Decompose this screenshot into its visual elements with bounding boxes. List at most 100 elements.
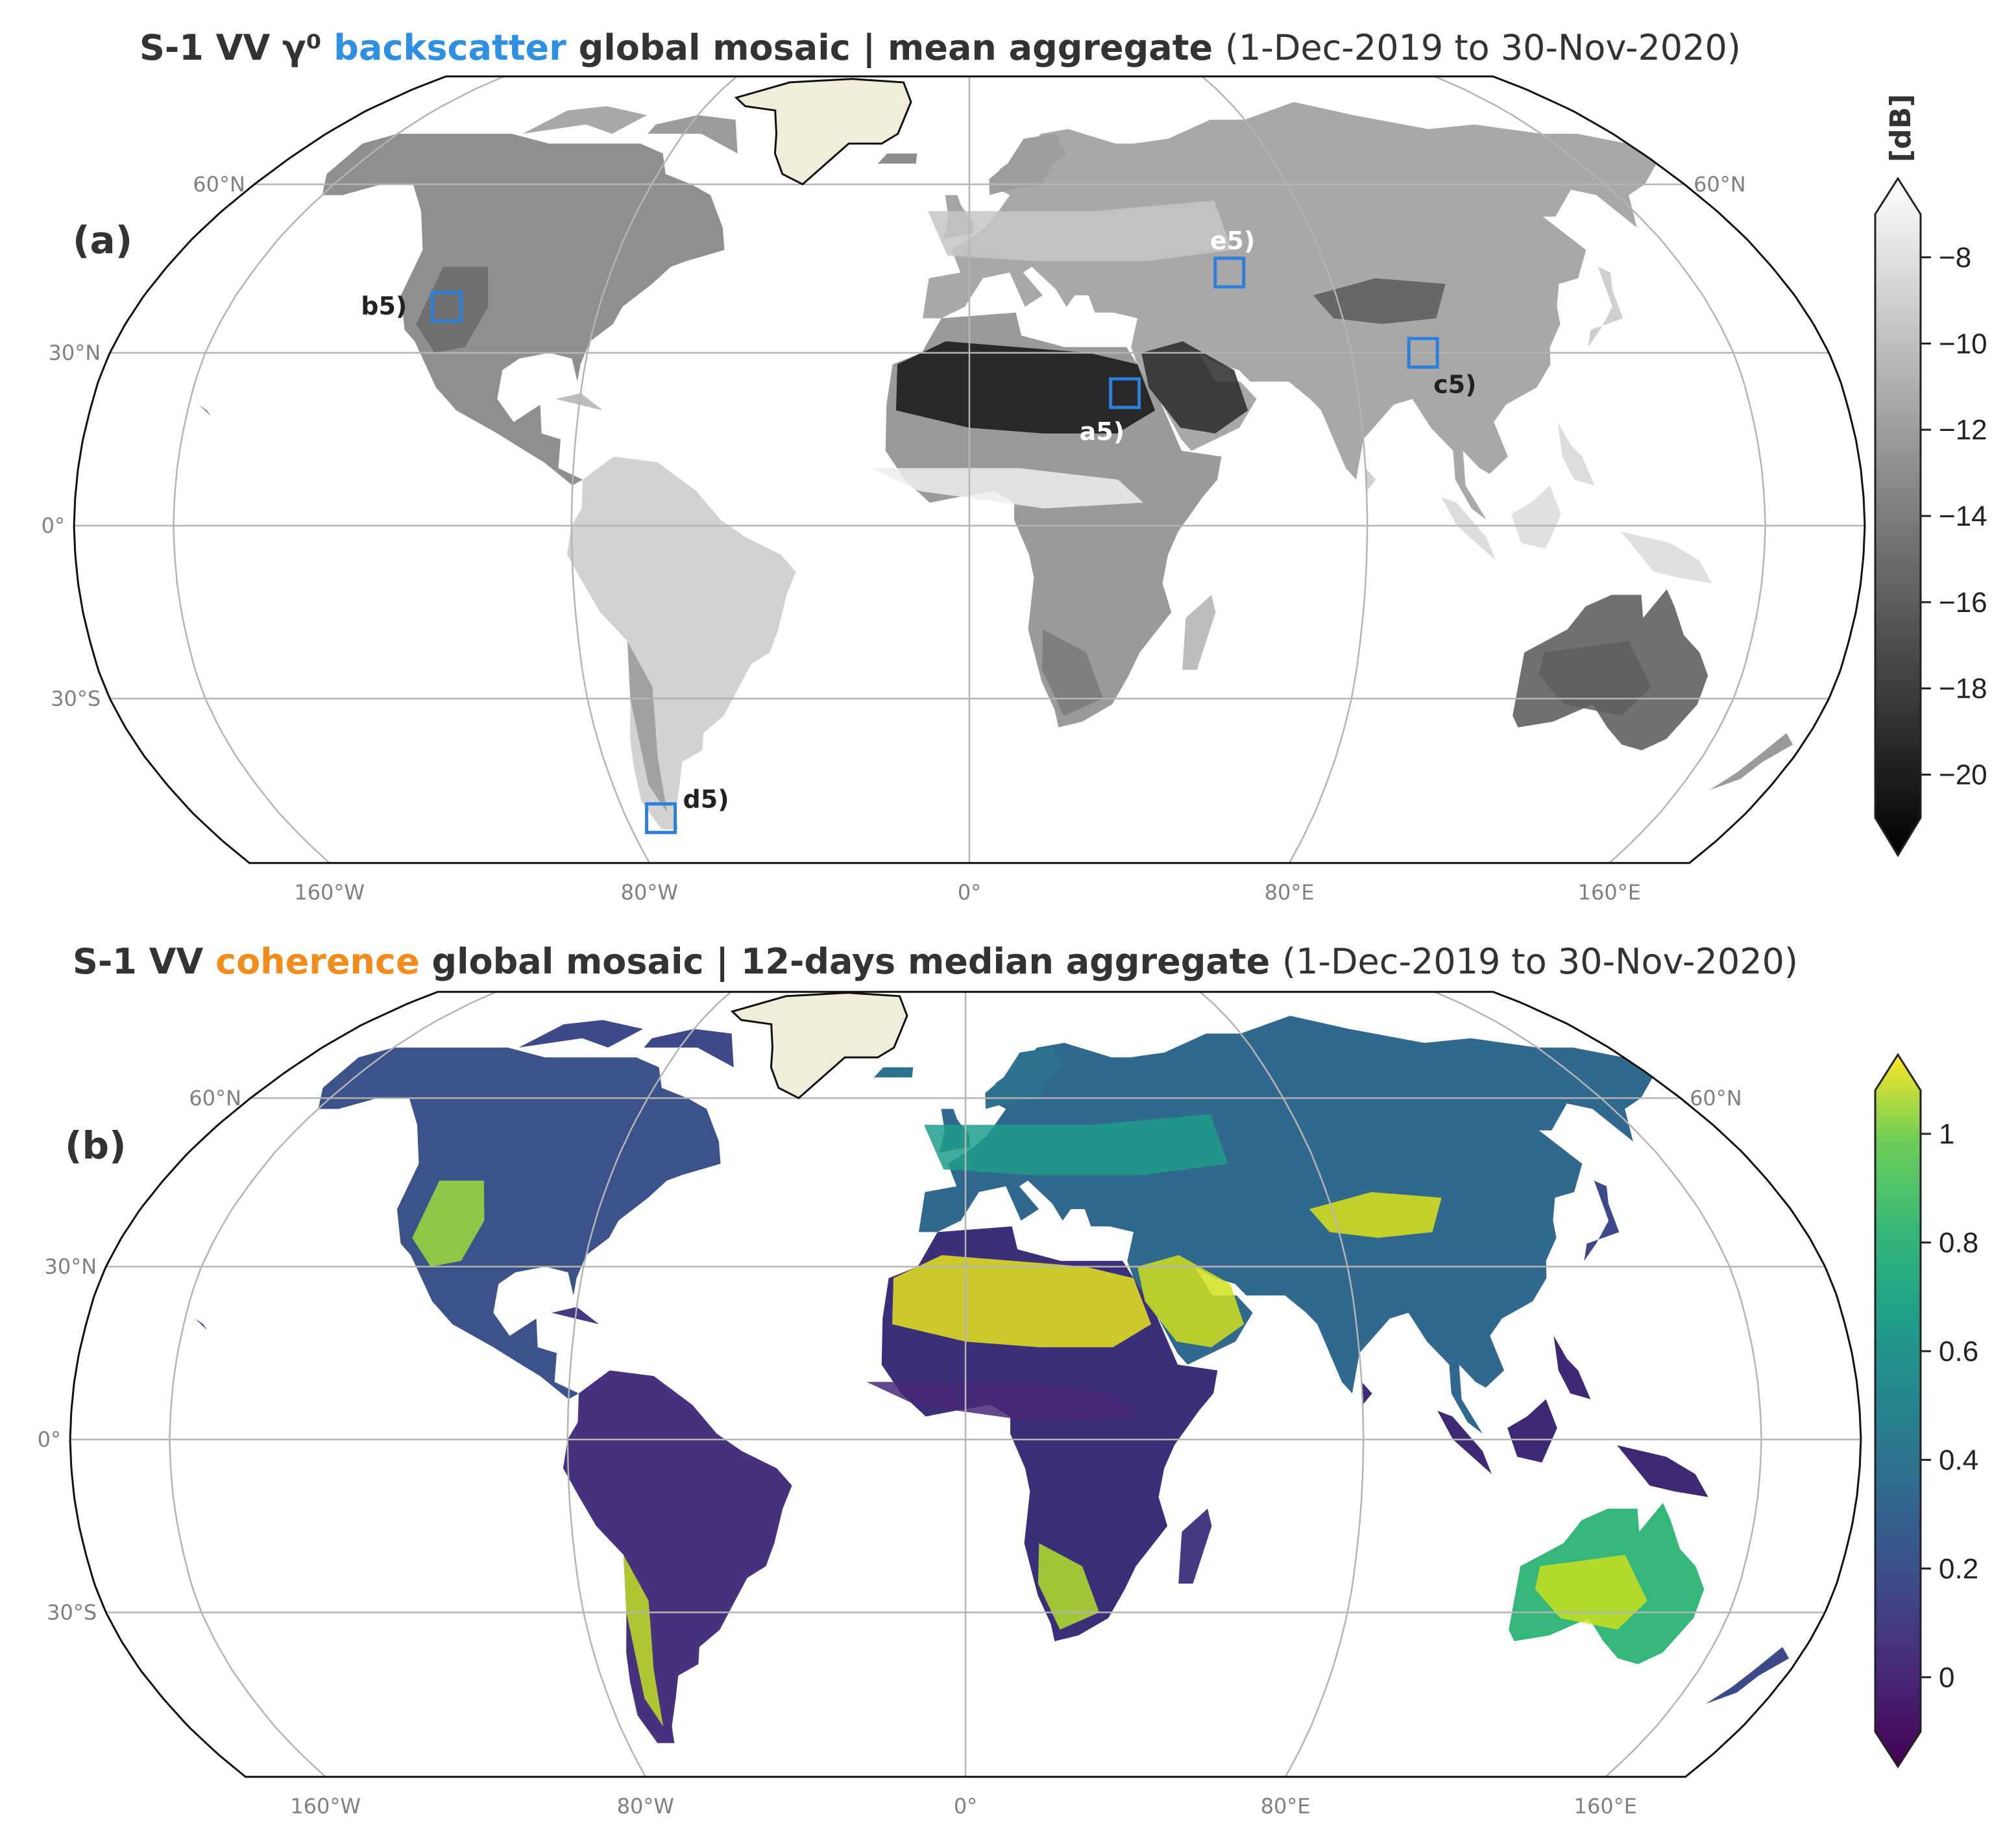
land-texture-8 (866, 1382, 1139, 1423)
region-label: a5) (1080, 417, 1124, 446)
panel-a-label: (a) (73, 218, 132, 262)
lat-label-left: 30°S (51, 686, 101, 711)
lon-label-bottom: 80°W (621, 880, 678, 905)
land-texture-4 (627, 641, 668, 813)
land-japan (1588, 267, 1623, 347)
region-box (1213, 256, 1246, 289)
lon-label-bottom: 160°W (290, 1794, 361, 1819)
colorbar-tick-label: −8 (1939, 241, 1971, 273)
land-philippines (1557, 422, 1595, 485)
lon-label-bottom: 160°E (1578, 880, 1641, 905)
land-madagascar (1178, 1508, 1212, 1584)
land-texture-4 (623, 1554, 664, 1727)
panel-a-axis-labels: 60°N 30°N 0° 30°S 60°N 160°W 80°W 0° 80°E 160°E (42, 172, 1746, 905)
land-hawaii (190, 398, 211, 417)
meridian-line (570, 76, 759, 863)
land-texture-1 (1141, 341, 1248, 434)
panel-coherence: S-1 VV coherence global mosaic | 12-days… (38, 941, 1979, 1819)
meridian-line (566, 992, 755, 1777)
land-nz (1705, 1647, 1790, 1704)
land-texture-2 (416, 267, 489, 353)
panel-a-map-frame (73, 75, 1866, 864)
lat-label-left: 60°N (189, 1086, 241, 1110)
panel-a-colorbar: −8 −10 −12 −14 −16 −18 −20 [dB] (1874, 94, 1987, 857)
lat-label-right: 60°N (1694, 172, 1746, 197)
greenland-shape (730, 992, 908, 1099)
land-namerica (318, 1048, 721, 1399)
meridian-line (1176, 992, 1365, 1777)
land-arctic1 (522, 106, 648, 134)
lat-label-left: 0° (38, 1427, 61, 1452)
land-texture-6 (1538, 641, 1651, 716)
panel-a-title: S-1 VV γ⁰ backscatter global mosaic | me… (140, 27, 1741, 68)
lat-label-left: 30°N (49, 341, 101, 365)
panel-backscatter: S-1 VV γ⁰ backscatter global mosaic | me… (42, 27, 1987, 905)
colorbar-tick-label: 1 (1939, 1118, 1954, 1150)
lat-label-left: 0° (42, 513, 65, 538)
region-label: b5) (361, 292, 407, 321)
land-eurasia (923, 102, 1657, 521)
land-arctic2 (648, 115, 738, 154)
land-texture-7 (924, 1114, 1228, 1175)
panel-a-greenland (734, 78, 912, 186)
colorbar-tick-label: 0.6 (1939, 1336, 1978, 1367)
meridian-line (169, 992, 542, 1777)
land-newguinea (1617, 1445, 1708, 1497)
panel-a-land-mosaic (190, 102, 1793, 829)
land-borneo (1511, 485, 1561, 549)
land-iceland (873, 1067, 914, 1078)
region-label: d5) (683, 785, 729, 814)
colorbar-tick-label: 0 (1939, 1661, 1954, 1693)
panel-a-graticule (74, 76, 1865, 863)
region-box (1407, 337, 1439, 369)
panel-b-land-mosaic (186, 1016, 1790, 1743)
greenland-shape (734, 78, 912, 186)
region-box (645, 802, 677, 835)
lat-label-left: 30°S (47, 1600, 97, 1624)
land-texture-7 (928, 200, 1232, 262)
land-borneo (1507, 1399, 1557, 1463)
panel-b-axis-labels: 60°N 30°N 0° 30°S 60°N 160°W 80°W 0° 80°E 160°E (38, 1086, 1742, 1819)
lon-label-bottom: 160°W (294, 880, 365, 905)
land-samerica (563, 1370, 792, 1743)
lat-label-left: 30°N (45, 1255, 97, 1279)
land-texture-3 (1313, 278, 1446, 325)
land-arctic2 (644, 1029, 734, 1068)
panel-b-title: S-1 VV coherence global mosaic | 12-days… (73, 941, 1798, 982)
land-philippines (1553, 1336, 1591, 1399)
land-texture-5 (1041, 629, 1104, 716)
meridian-line (1180, 76, 1368, 863)
land-srilanka (1365, 468, 1376, 491)
panel-a-map (74, 76, 1865, 863)
panel-a-colorbar-unit: [dB] (1884, 94, 1917, 162)
land-texture-5 (1038, 1543, 1100, 1630)
meridian-line (173, 76, 546, 863)
lon-label-bottom: 160°E (1574, 1794, 1637, 1819)
lon-label-bottom: 80°W (617, 1794, 674, 1819)
panel-b-label: (b) (65, 1123, 127, 1168)
colorbar-tick-label: −18 (1939, 673, 1987, 705)
land-texture-3 (1309, 1192, 1442, 1238)
lon-label-bottom: 80°E (1261, 1794, 1311, 1819)
land-indonesia (1437, 1410, 1492, 1475)
land-texture-0 (896, 341, 1156, 434)
lon-label-bottom: 80°E (1265, 880, 1315, 905)
land-japan (1584, 1181, 1620, 1261)
land-texture-2 (412, 1181, 485, 1267)
panel-b-map (70, 992, 1861, 1777)
panel-b-graticule (70, 992, 1861, 1777)
land-madagascar (1182, 594, 1216, 670)
land-indonesia (1441, 496, 1496, 561)
land-samerica (566, 456, 796, 829)
land-texture-0 (892, 1255, 1152, 1347)
colorbar-tick-label: 0.2 (1939, 1553, 1978, 1585)
panel-b-colorbar: 1 0.8 0.6 0.4 0.2 0 (1874, 1053, 1978, 1769)
land-texture-6 (1535, 1554, 1647, 1630)
colorbar-tick-label: 0.4 (1939, 1444, 1978, 1476)
land-iceland (877, 153, 917, 164)
region-label: c5) (1433, 371, 1476, 399)
land-srilanka (1361, 1382, 1372, 1405)
land-namerica (322, 134, 725, 485)
colorbar-tick-label: −16 (1939, 587, 1987, 619)
